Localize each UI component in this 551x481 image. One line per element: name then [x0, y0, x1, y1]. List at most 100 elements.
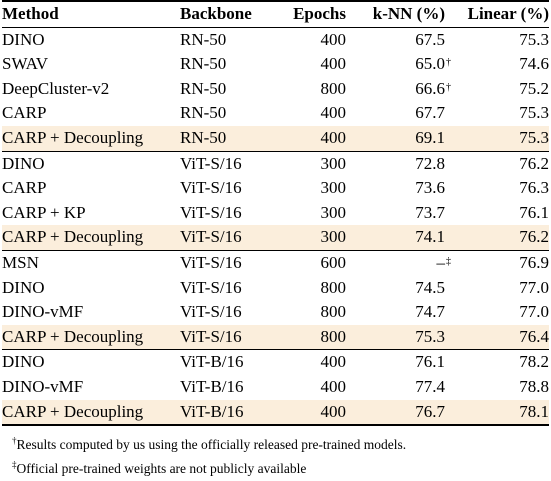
- cell-method: CARP: [2, 103, 47, 123]
- cell-knn: 74.5: [346, 276, 445, 301]
- table-row: DINO RN-50 400 67.5 75.3: [2, 27, 549, 52]
- knn-value-wrap: 76.1: [415, 350, 445, 375]
- cell-method: CARP + Decoupling: [2, 225, 180, 251]
- cell-linear: 78.1: [445, 399, 549, 427]
- cell-epochs: 300: [276, 225, 346, 251]
- cell-linear: 77.0: [519, 277, 549, 297]
- cell-knn: 75.3: [346, 324, 445, 350]
- cell-method: CARP + KP: [2, 202, 86, 222]
- footnote-marker: ‡: [446, 255, 451, 267]
- cell-method: DINO: [2, 349, 180, 375]
- table-row: DINO ViT-S/16 800 74.5 77.0: [2, 276, 549, 301]
- cell-knn: 76.7: [346, 399, 445, 427]
- cell-linear: 75.2: [519, 78, 549, 98]
- cell-knn: 77.4: [346, 375, 445, 400]
- cell-linear: 76.3: [519, 178, 549, 198]
- knn-value-wrap: 75.3: [415, 325, 445, 350]
- table-row: DINO ViT-B/16 400 76.1 78.2: [2, 349, 549, 375]
- table-row: CARP + Decoupling ViT-S/16 300 74.1 76.2: [2, 225, 549, 251]
- cell-method: DINO-vMF: [2, 376, 84, 396]
- knn-value-wrap: 69.1: [415, 126, 445, 151]
- knn-value: 75.3: [415, 326, 445, 346]
- cell-epochs: 600: [276, 249, 346, 276]
- cell-method: DINO-vMF: [2, 302, 84, 322]
- cell-epochs: 300: [276, 150, 346, 177]
- cell-linear: 76.4: [445, 324, 549, 350]
- table-row: SWAV RN-50 400 65.0 † 74.6: [2, 52, 549, 77]
- cell-epochs: 400: [320, 29, 347, 49]
- table-row: DeepCluster-v2 RN-50 800 66.6 † 75.2: [2, 77, 549, 102]
- cell-method: CARP + Decoupling: [2, 125, 180, 152]
- header-epochs: Epochs: [276, 0, 346, 28]
- knn-value-wrap: 67.7: [415, 101, 445, 126]
- knn-value: 72.8: [415, 153, 445, 173]
- cell-method: DINO: [2, 150, 180, 177]
- knn-value-wrap: 73.7: [415, 201, 445, 226]
- knn-value-wrap: 72.8: [415, 152, 445, 177]
- cell-linear: 76.2: [445, 225, 549, 251]
- cell-epochs: 400: [320, 376, 347, 396]
- cell-linear: 76.1: [519, 202, 549, 222]
- table-row: DINO-vMF ViT-B/16 400 77.4 78.8: [2, 375, 549, 400]
- cell-linear: 78.8: [519, 376, 549, 396]
- cell-knn: – ‡: [346, 249, 451, 276]
- cell-backbone: RN-50: [180, 29, 227, 49]
- table-row: CARP ViT-S/16 300 73.6 76.3: [2, 176, 549, 201]
- cell-backbone: RN-50: [180, 78, 227, 98]
- footnote-mark: †: [12, 435, 17, 446]
- cell-linear: 78.2: [445, 349, 549, 375]
- footnote-marker: †: [446, 57, 451, 69]
- cell-backbone: RN-50: [180, 103, 227, 123]
- cell-backbone: ViT-S/16: [180, 249, 276, 276]
- cell-backbone: ViT-B/16: [180, 349, 276, 375]
- knn-value: 65.0: [415, 54, 445, 74]
- table-row: CARP + Decoupling ViT-S/16 800 75.3 76.4: [2, 324, 549, 350]
- cell-backbone: ViT-S/16: [180, 150, 276, 177]
- cell-epochs: 400: [320, 103, 347, 123]
- cell-epochs: 800: [320, 78, 347, 98]
- header-linear: Linear (%): [445, 0, 549, 28]
- footnotes: †Results computed by us using the offici…: [12, 433, 551, 481]
- knn-value: 74.1: [415, 227, 445, 247]
- cell-backbone: RN-50: [180, 54, 227, 74]
- header-method: Method: [2, 0, 180, 28]
- cell-epochs: 300: [320, 202, 347, 222]
- cell-linear: 74.6: [519, 54, 549, 74]
- knn-value: 76.1: [415, 352, 445, 372]
- cell-knn: 73.6: [346, 176, 445, 201]
- cell-epochs: 400: [276, 399, 346, 427]
- cell-backbone: ViT-S/16: [180, 277, 242, 297]
- table-row: CARP + KP ViT-S/16 300 73.7 76.1: [2, 201, 549, 226]
- table-header: Method Backbone Epochs k-NN (%) Linear (…: [2, 0, 549, 28]
- table-row: CARP + Decoupling RN-50 400 69.1 75.3: [2, 125, 549, 152]
- table-row: CARP RN-50 400 67.7 75.3: [2, 101, 549, 126]
- table-row: MSN ViT-S/16 600 – ‡ 76.9: [2, 249, 549, 276]
- cell-linear: 76.9: [445, 249, 549, 276]
- table-row: DINO-vMF ViT-S/16 800 74.7 77.0: [2, 300, 549, 325]
- cell-knn: 73.7: [346, 201, 445, 226]
- cell-backbone: RN-50: [180, 125, 276, 152]
- cell-backbone: ViT-B/16: [180, 376, 244, 396]
- knn-value: –: [436, 252, 446, 272]
- knn-value: 67.7: [415, 103, 445, 123]
- knn-value: 73.7: [415, 202, 445, 222]
- cell-knn: 66.6 †: [346, 77, 451, 102]
- header-knn: k-NN (%): [346, 0, 445, 28]
- cell-backbone: ViT-S/16: [180, 202, 242, 222]
- cell-knn: 67.7: [346, 101, 445, 126]
- cell-method: SWAV: [2, 54, 48, 74]
- knn-value: 73.6: [415, 178, 445, 198]
- cell-linear: 75.3: [445, 125, 549, 152]
- header-backbone: Backbone: [180, 0, 276, 28]
- cell-backbone: ViT-B/16: [180, 399, 276, 427]
- footnote-double-dagger: ‡Official pre-trained weights are not pu…: [12, 457, 551, 481]
- knn-value: 77.4: [415, 376, 445, 396]
- cell-backbone: ViT-S/16: [180, 225, 276, 251]
- cell-epochs: 400: [320, 54, 347, 74]
- cell-linear: 76.2: [445, 150, 549, 177]
- footnote-text: Results computed by us using the officia…: [16, 437, 407, 453]
- cell-backbone: ViT-S/16: [180, 324, 276, 350]
- cell-epochs: 800: [320, 302, 347, 322]
- cell-knn: 74.7: [346, 300, 445, 325]
- knn-value-wrap: 66.6 †: [415, 77, 451, 102]
